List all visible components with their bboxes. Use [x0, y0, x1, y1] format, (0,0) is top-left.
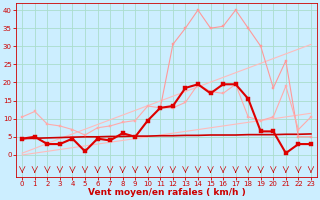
X-axis label: Vent moyen/en rafales ( km/h ): Vent moyen/en rafales ( km/h ): [88, 188, 245, 197]
